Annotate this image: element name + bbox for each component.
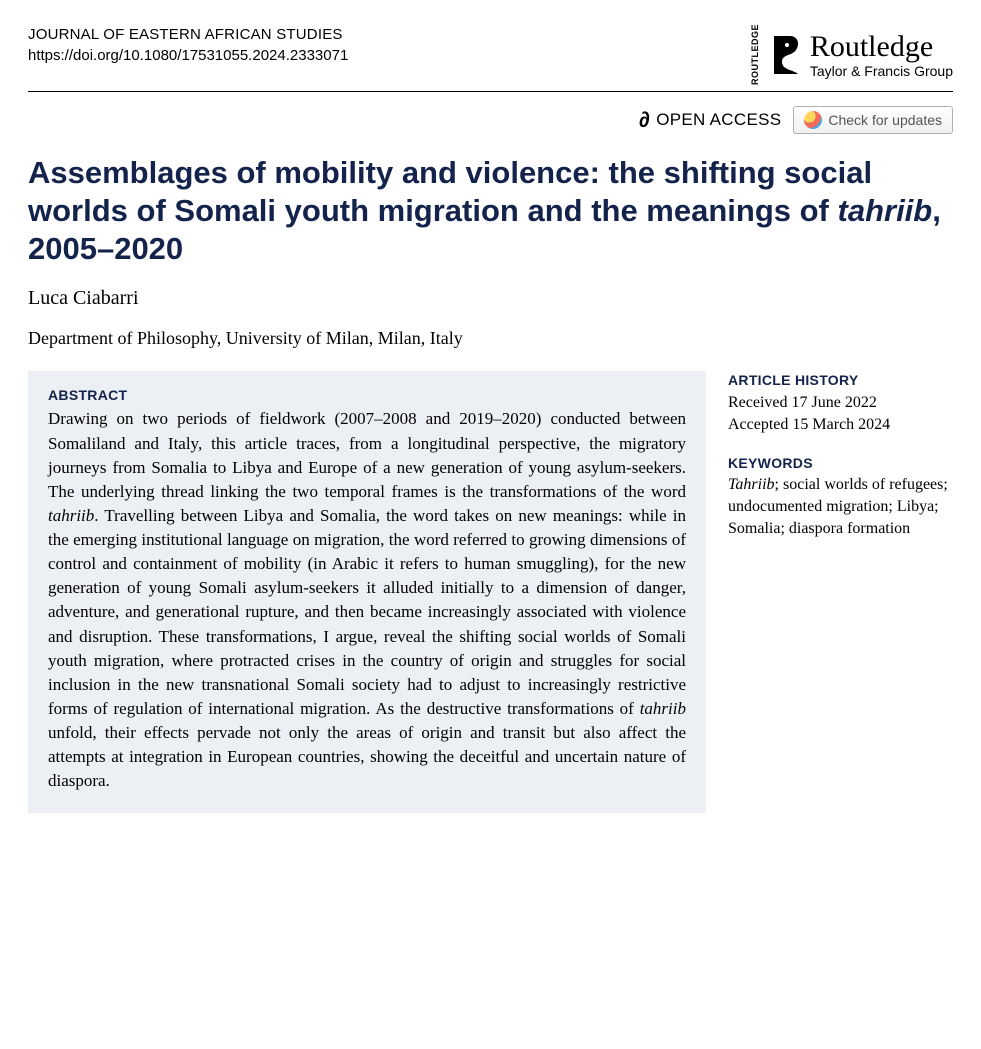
article-sidebar: ARTICLE HISTORY Received 17 June 2022 Ac… — [728, 371, 948, 557]
publisher-block: ROUTLEDGE Routledge Taylor & Francis Gro… — [750, 24, 953, 85]
author-affiliation: Department of Philosophy, University of … — [28, 328, 953, 349]
author-name: Luca Ciabarri — [28, 287, 953, 310]
crossmark-icon — [804, 111, 822, 129]
publisher-vertical-label: ROUTLEDGE — [750, 24, 760, 85]
open-access-badge: ∂ OPEN ACCESS — [639, 107, 781, 133]
abstract-p2: . Travelling between Libya and Somalia, … — [48, 506, 686, 718]
abstract-p1: Drawing on two periods of fieldwork (200… — [48, 409, 686, 500]
abstract-em1: tahriib — [48, 506, 94, 525]
article-history-heading: ARTICLE HISTORY — [728, 371, 948, 390]
publisher-subtitle: Taylor & Francis Group — [810, 64, 953, 78]
keywords-em: Tahriib — [728, 476, 775, 493]
abstract-text: Drawing on two periods of fieldwork (200… — [48, 407, 686, 793]
history-accepted: Accepted 15 March 2024 — [728, 414, 948, 436]
keywords-block: KEYWORDS Tahriib; social worlds of refug… — [728, 454, 948, 540]
abstract-p3: unfold, their effects pervade not only t… — [48, 723, 686, 790]
journal-name: JOURNAL OF EASTERN AFRICAN STUDIES — [28, 24, 348, 45]
open-access-icon: ∂ — [639, 107, 650, 133]
title-text-em: tahriib — [838, 193, 933, 228]
publisher-name: Routledge — [810, 32, 953, 62]
article-history-block: ARTICLE HISTORY Received 17 June 2022 Ac… — [728, 371, 948, 435]
check-updates-button[interactable]: Check for updates — [793, 106, 953, 134]
keywords-text: Tahriib; social worlds of refugees; undo… — [728, 474, 948, 539]
title-text-pre: Assemblages of mobility and violence: th… — [28, 155, 872, 228]
abstract-heading: ABSTRACT — [48, 387, 686, 403]
check-updates-label: Check for updates — [828, 112, 942, 128]
publisher-text: Routledge Taylor & Francis Group — [810, 32, 953, 78]
access-row: ∂ OPEN ACCESS Check for updates — [28, 106, 953, 134]
journal-info: JOURNAL OF EASTERN AFRICAN STUDIES https… — [28, 24, 348, 66]
abstract-box: ABSTRACT Drawing on two periods of field… — [28, 371, 706, 813]
article-title: Assemblages of mobility and violence: th… — [28, 154, 953, 267]
history-received: Received 17 June 2022 — [728, 392, 948, 414]
keywords-heading: KEYWORDS — [728, 454, 948, 473]
doi-link[interactable]: https://doi.org/10.1080/17531055.2024.23… — [28, 47, 348, 64]
content-row: ABSTRACT Drawing on two periods of field… — [28, 371, 953, 813]
routledge-logo-icon — [768, 34, 802, 76]
abstract-em2: tahriib — [640, 699, 686, 718]
open-access-label: OPEN ACCESS — [656, 110, 781, 130]
page-header: JOURNAL OF EASTERN AFRICAN STUDIES https… — [28, 24, 953, 92]
